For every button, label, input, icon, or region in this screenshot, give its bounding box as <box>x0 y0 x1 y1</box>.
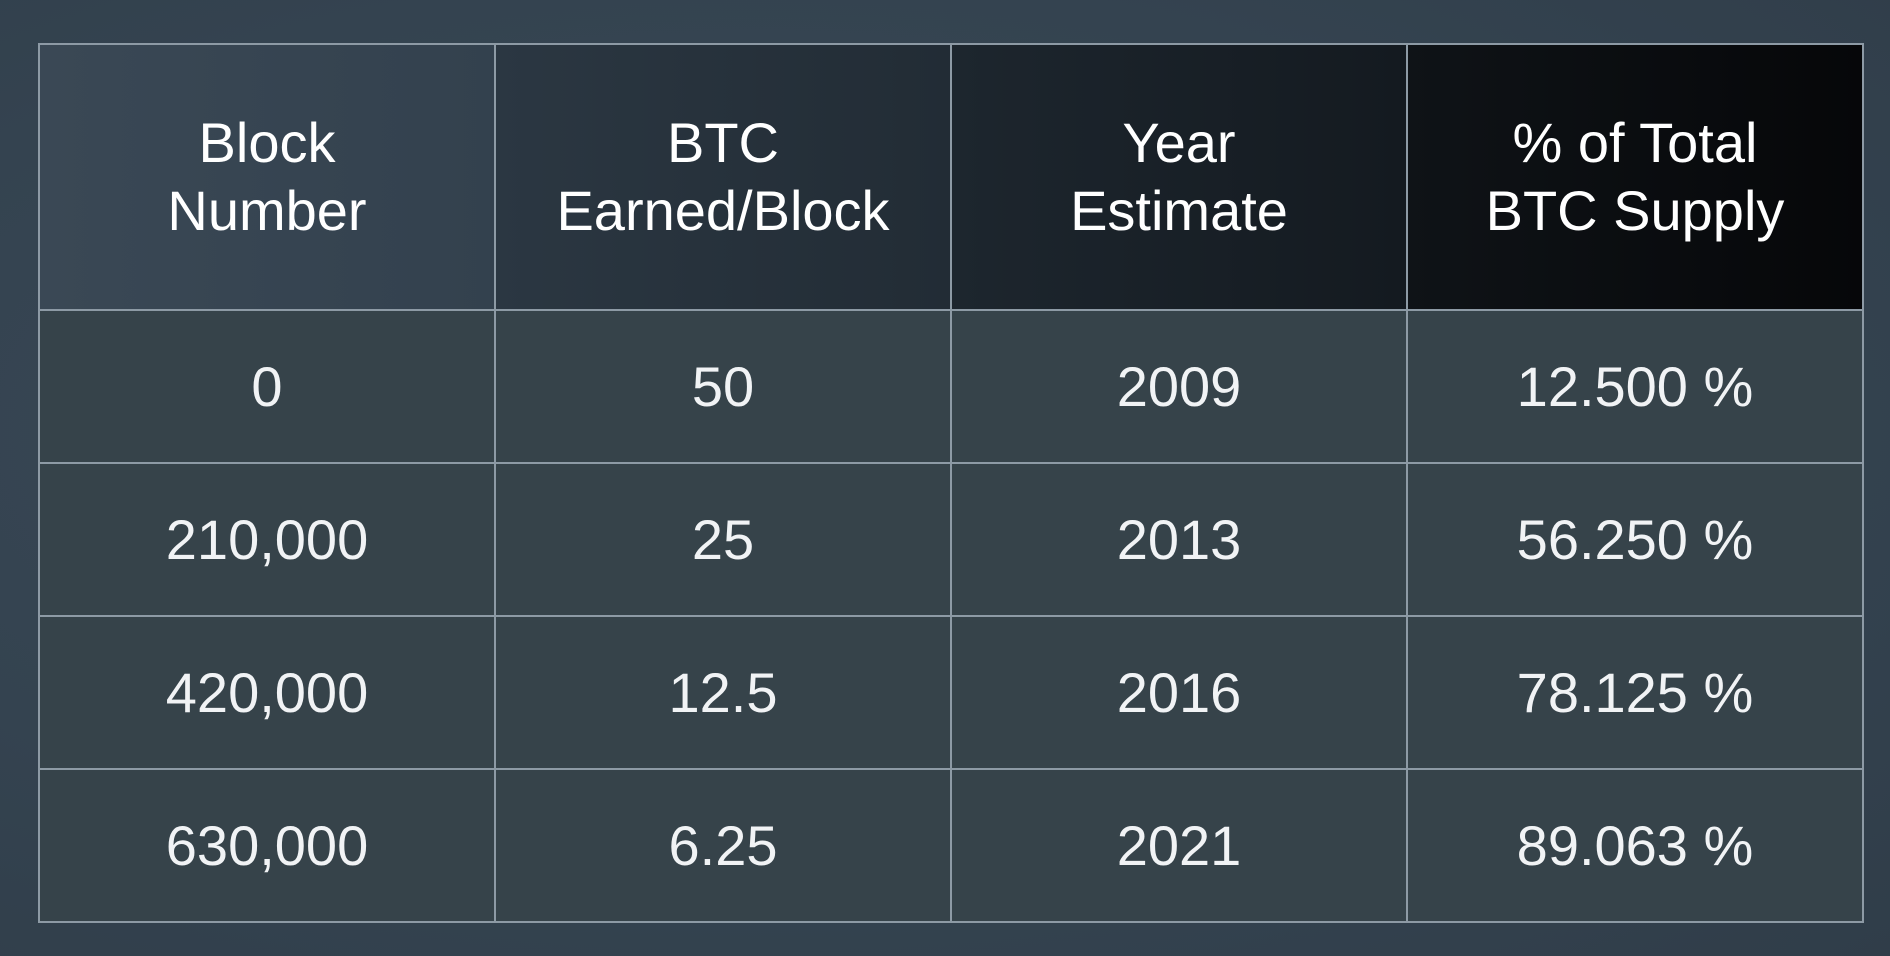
cell-btc-earned: 6.25 <box>494 768 952 923</box>
header-text: BTC Supply <box>1485 179 1785 242</box>
header-text: Earned/Block <box>556 179 890 242</box>
cell-btc-earned: 50 <box>494 309 952 464</box>
header-btc-earned-per-block: BTC Earned/Block <box>494 43 952 311</box>
table-row: 630,000 6.25 2021 89.063 % <box>38 768 1864 923</box>
table-row: 0 50 2009 12.500 % <box>38 309 1864 464</box>
cell-supply-percent: 78.125 % <box>1406 615 1864 770</box>
cell-block-number: 420,000 <box>38 615 496 770</box>
cell-supply-percent: 89.063 % <box>1406 768 1864 923</box>
cell-year: 2021 <box>950 768 1408 923</box>
cell-year: 2009 <box>950 309 1408 464</box>
cell-block-number: 0 <box>38 309 496 464</box>
btc-halving-table: Block Number BTC Earned/Block Year Estim… <box>38 43 1864 923</box>
table-row: 210,000 25 2013 56.250 % <box>38 462 1864 617</box>
cell-btc-earned: 25 <box>494 462 952 617</box>
cell-year: 2013 <box>950 462 1408 617</box>
header-text: Number <box>167 179 367 242</box>
cell-btc-earned: 12.5 <box>494 615 952 770</box>
header-percent-total-supply: % of Total BTC Supply <box>1406 43 1864 311</box>
header-text: % of Total <box>1512 111 1758 174</box>
cell-block-number: 210,000 <box>38 462 496 617</box>
header-year-estimate: Year Estimate <box>950 43 1408 311</box>
cell-block-number: 630,000 <box>38 768 496 923</box>
header-text: Block <box>198 111 336 174</box>
header-text: Estimate <box>1070 179 1288 242</box>
table-header: Block Number BTC Earned/Block Year Estim… <box>38 43 1864 311</box>
cell-year: 2016 <box>950 615 1408 770</box>
header-text: Year <box>1122 111 1236 174</box>
header-block-number: Block Number <box>38 43 496 311</box>
cell-supply-percent: 12.500 % <box>1406 309 1864 464</box>
header-row: Block Number BTC Earned/Block Year Estim… <box>38 43 1864 311</box>
cell-supply-percent: 56.250 % <box>1406 462 1864 617</box>
table-row: 420,000 12.5 2016 78.125 % <box>38 615 1864 770</box>
table-body: 0 50 2009 12.500 % 210,000 25 2013 56.25… <box>38 309 1864 923</box>
header-text: BTC <box>667 111 779 174</box>
